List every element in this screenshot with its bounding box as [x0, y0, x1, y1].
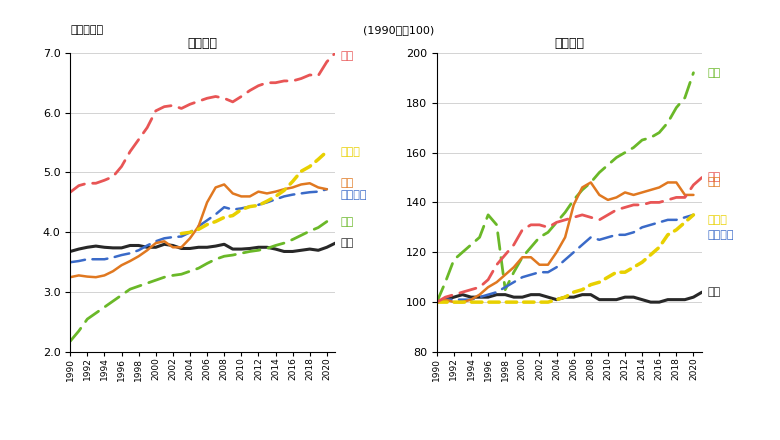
Title: ＜指数＞: ＜指数＞: [555, 37, 584, 50]
Text: ドイツ: ドイツ: [341, 147, 360, 157]
Text: ドイツ: ドイツ: [707, 215, 727, 225]
Text: 英国: 英国: [707, 177, 721, 187]
Text: 韓国: 韓国: [707, 68, 721, 78]
Text: （万ドル）: （万ドル）: [70, 25, 103, 35]
Text: 英国: 英国: [341, 178, 354, 188]
Text: (1990年＝100): (1990年＝100): [363, 25, 434, 35]
Text: 米国: 米国: [707, 172, 721, 183]
Title: ＜実額＞: ＜実額＞: [188, 37, 218, 50]
Text: 日本: 日本: [707, 287, 721, 297]
Text: 日本: 日本: [341, 238, 354, 248]
Text: 米国: 米国: [341, 51, 354, 61]
Text: フランス: フランス: [341, 190, 367, 200]
Text: 韓国: 韓国: [341, 216, 354, 227]
Text: フランス: フランス: [707, 230, 734, 240]
